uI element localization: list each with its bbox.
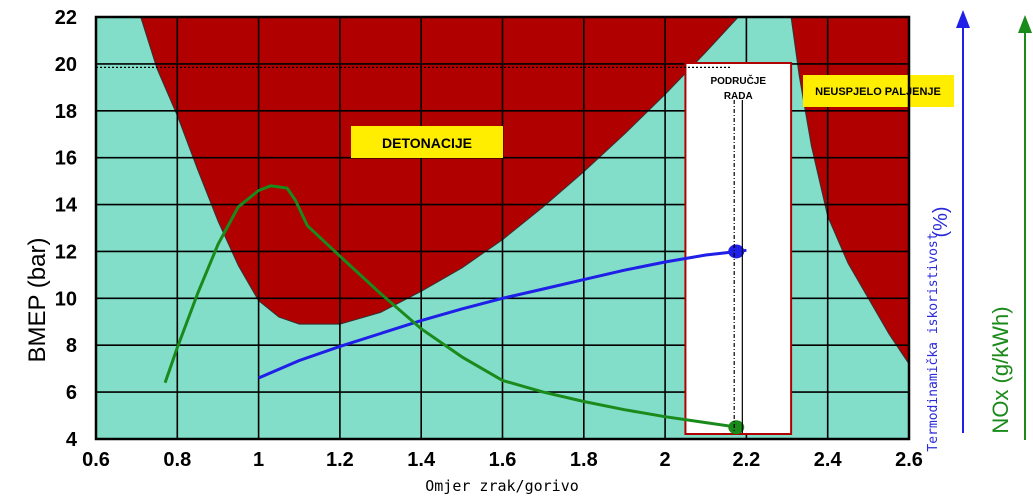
y-axis-label: BMEP (bar) — [24, 238, 51, 363]
x-tick-label: 2 — [660, 449, 671, 471]
x-tick-label: 1.4 — [407, 449, 436, 471]
nox-arrow-head — [1018, 15, 1032, 33]
y-tick-label: 22 — [55, 7, 77, 29]
operating-label-line2: RADA — [724, 91, 753, 102]
operating-label-line1: PODRUČJE — [710, 74, 766, 87]
y-tick-label: 16 — [55, 148, 77, 170]
x-tick-label: 2.2 — [732, 449, 760, 471]
y-tick-label: 20 — [55, 54, 77, 76]
knock-label: DETONACIJE — [382, 135, 472, 151]
y-tick-label: 8 — [66, 335, 77, 357]
series-layer — [163, 184, 747, 435]
efficiency-marker — [728, 244, 745, 259]
efficiency-line — [258, 248, 747, 380]
plot-frame — [94, 15, 911, 441]
y-tick-label: 10 — [55, 288, 77, 310]
nox-marker — [728, 420, 745, 435]
x-tick-label: 0.8 — [163, 449, 191, 471]
efficiency-unit-label: (%) — [930, 206, 952, 237]
x-tick-label: 1 — [253, 449, 264, 471]
x-tick-label: 2.4 — [814, 449, 843, 471]
x-tick-label: 1.2 — [326, 449, 354, 471]
y-tick-label: 4 — [66, 429, 78, 451]
x-tick-label: 1.6 — [489, 449, 517, 471]
y-tick-label: 14 — [55, 195, 78, 217]
nox-axis-label: NOx (g/kWh) — [988, 306, 1013, 433]
x-tick-label: 2.6 — [895, 449, 923, 471]
y-tick-label: 12 — [55, 241, 77, 263]
misfire-label-box — [803, 75, 954, 107]
knock-label-box — [351, 126, 503, 158]
efficiency-axis-label: Termodinamička iskoristivost — [926, 232, 941, 451]
knock-region — [140, 17, 739, 325]
x-tick-label: 0.6 — [82, 449, 110, 471]
nox-line — [163, 184, 739, 429]
x-tick-label: 1.8 — [570, 449, 598, 471]
misfire-label: NEUSPJELO PALJENJE — [815, 86, 941, 98]
efficiency-arrow-head — [956, 10, 970, 28]
y-tick-labels: 4 6 8 10 12 14 16 18 20 22 — [55, 7, 78, 451]
x-tick-labels: 0.6 0.8 1 1.2 1.4 1.6 1.8 2 2.2 2.4 2.6 — [82, 449, 923, 471]
y-tick-label: 18 — [55, 101, 77, 123]
x-axis-label: Omjer zrak/gorivo — [425, 477, 579, 495]
right-axes: Termodinamička iskoristivost (%) NOx (g/… — [926, 10, 1032, 452]
y-tick-label: 6 — [66, 382, 77, 404]
